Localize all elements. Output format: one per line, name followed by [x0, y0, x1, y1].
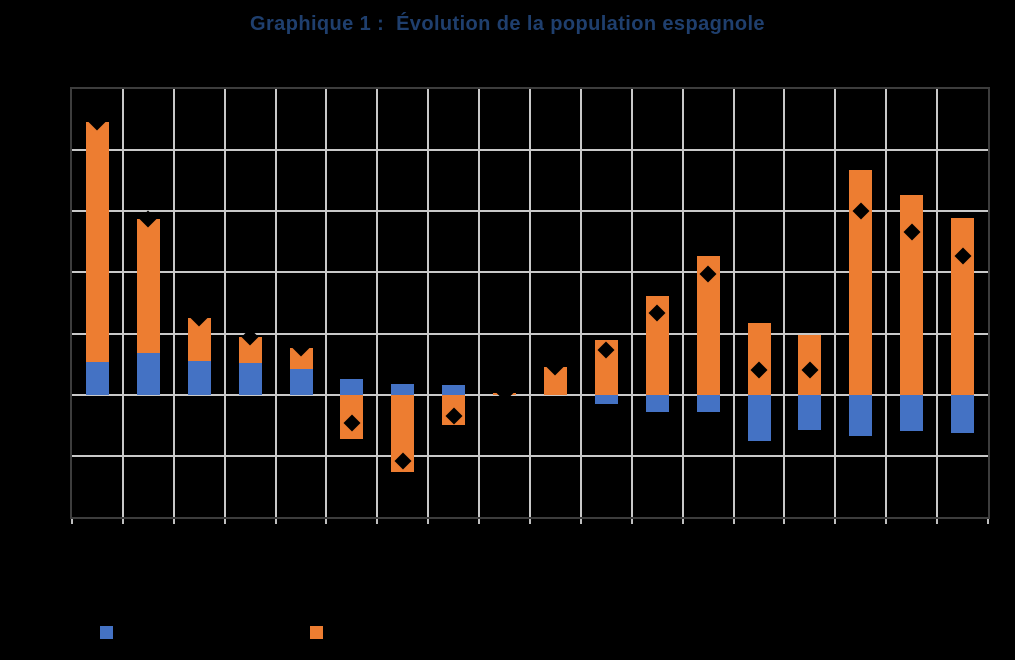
gridline-vertical [223, 89, 226, 517]
gridline-vertical [783, 89, 786, 517]
x-axis-tick [579, 519, 582, 524]
x-axis-tick [885, 519, 888, 524]
bar-segment-blue [798, 394, 822, 430]
bar-segment-orange [289, 348, 313, 370]
bar-segment-blue [747, 394, 771, 442]
bar-segment-orange [849, 169, 873, 395]
x-axis-tick [783, 519, 786, 524]
x-axis-tick [427, 519, 430, 524]
bar-segment-orange [85, 122, 109, 362]
x-axis-tick [121, 519, 124, 524]
bar-segment-blue [951, 394, 975, 433]
gridline-vertical [579, 89, 582, 517]
gridline-vertical [325, 89, 328, 517]
x-axis-tick [630, 519, 633, 524]
legend-item-orange [310, 626, 329, 639]
gridline-vertical [172, 89, 175, 517]
gridline-vertical [529, 89, 531, 517]
x-axis-tick [987, 519, 989, 524]
gridline-vertical [732, 89, 735, 517]
gridline-vertical [121, 89, 124, 517]
legend-item-blue [100, 626, 119, 639]
gridline-horizontal [72, 271, 988, 274]
x-axis-tick [732, 519, 735, 524]
legend-swatch-orange [310, 626, 323, 639]
bar-segment-blue [238, 362, 262, 395]
bar-segment-blue [900, 394, 924, 432]
bar-segment-orange [391, 394, 415, 473]
x-axis-tick [681, 519, 684, 524]
bar-segment-orange [951, 218, 975, 395]
x-axis-tick [223, 519, 226, 524]
gridline-vertical [376, 89, 379, 517]
x-axis-tick [376, 519, 379, 524]
bar-segment-blue [594, 394, 618, 405]
bar-segment-blue [849, 394, 873, 437]
bar-segment-blue [442, 384, 466, 395]
bar-segment-blue [187, 361, 211, 395]
bar-segment-blue [340, 378, 364, 395]
x-axis-tick [834, 519, 837, 524]
bar-segment-orange [136, 219, 160, 354]
bar-segment-blue [391, 383, 415, 395]
gridline-horizontal [72, 210, 988, 213]
gridline-vertical [936, 89, 939, 517]
x-axis-tick [529, 519, 531, 524]
legend-swatch-blue [100, 626, 113, 639]
x-axis-tick [274, 519, 277, 524]
bar-segment-orange [900, 195, 924, 395]
x-axis-tick [172, 519, 175, 524]
gridline-horizontal [72, 332, 988, 335]
gridline-vertical [834, 89, 837, 517]
gridline-vertical [478, 89, 481, 517]
gridline-horizontal [72, 393, 988, 396]
chart-title: Graphique 1 : Évolution de la population… [250, 13, 765, 35]
gridline-vertical [681, 89, 684, 517]
x-axis-tick [936, 519, 939, 524]
gridline-vertical [630, 89, 633, 517]
gridline-vertical [274, 89, 277, 517]
bar-segment-blue [289, 369, 313, 395]
gridline-horizontal [72, 149, 988, 152]
bar-segment-blue [85, 361, 109, 395]
gridline-horizontal [72, 454, 988, 457]
bar-segment-orange [187, 318, 211, 362]
bar-segment-orange [238, 337, 262, 363]
plot-area [70, 87, 990, 519]
bar-segment-orange [696, 255, 720, 395]
bar-segment-orange [543, 367, 567, 395]
x-axis-tick [325, 519, 328, 524]
total-diamond-marker [496, 384, 514, 402]
bar-segment-orange [645, 295, 669, 395]
x-axis-tick [478, 519, 481, 524]
gridline-vertical [885, 89, 888, 517]
x-axis-tick [71, 519, 73, 524]
bar-segment-blue [696, 394, 720, 413]
gridline-vertical [427, 89, 430, 517]
bar-segment-blue [645, 394, 669, 413]
bar-segment-orange [747, 323, 771, 395]
bar-segment-blue [136, 353, 160, 395]
